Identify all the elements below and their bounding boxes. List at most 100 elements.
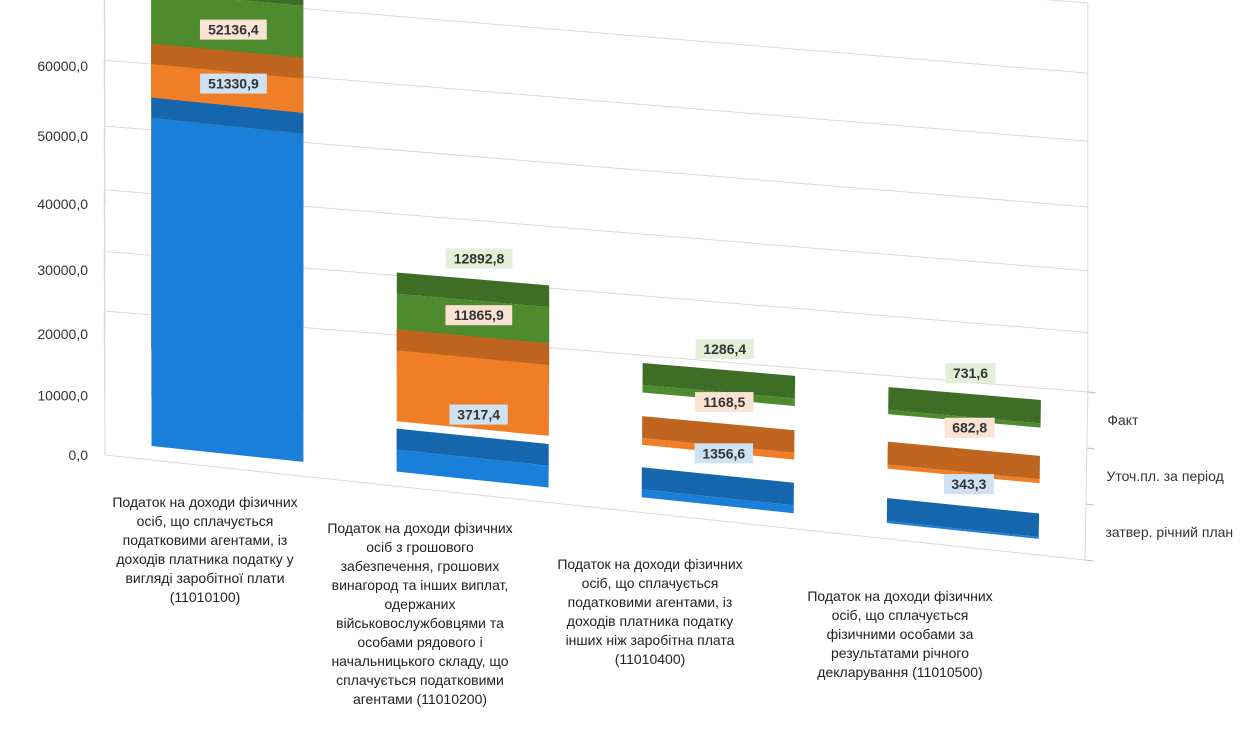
category-label-line: Податок на доходи фізичних xyxy=(112,494,298,510)
bar-top xyxy=(642,416,795,453)
bar-front xyxy=(396,350,549,436)
bar-затвер. річний план-2 xyxy=(641,467,794,514)
category-label-line: винагород та інших виплат, xyxy=(331,577,509,593)
category-label-line: Податок на доходи фізичних xyxy=(557,556,743,572)
data-label: 3717,4 xyxy=(449,404,508,425)
data-label-bg xyxy=(944,417,995,438)
category-label-line: військовослужбовцями та xyxy=(336,615,504,631)
bar-top xyxy=(887,441,1040,480)
bar-top xyxy=(151,97,304,134)
y-tick-label: 20000,0 xyxy=(37,326,88,342)
bar-top xyxy=(396,428,549,466)
category-label-line: інших ніж заробітна плата xyxy=(565,632,735,648)
data-label-text: 51330,9 xyxy=(208,76,259,92)
bar-top xyxy=(396,329,549,365)
category-label-line: осіб, що сплачується xyxy=(831,607,969,623)
category-label-line: Податок на доходи фізичних xyxy=(327,520,513,536)
bar-top xyxy=(642,363,796,399)
category-label-line: результатами річного xyxy=(831,645,969,661)
category-label-line: доходів платника податку у xyxy=(116,551,294,567)
category-label-line: (11010400) xyxy=(614,651,686,667)
bar-front xyxy=(396,449,549,488)
floor-right-edge xyxy=(1084,391,1089,561)
bar-top xyxy=(236,0,304,6)
data-label-text: 52136,4 xyxy=(208,22,259,38)
bar-Уточ.пл. за період-3 xyxy=(887,441,1040,484)
category-label-line: Податок на доходи фізичних xyxy=(807,588,993,604)
data-label-text: 731,6 xyxy=(953,365,988,381)
bar-top xyxy=(886,498,1040,537)
data-label-text: 1168,5 xyxy=(703,394,745,410)
category-label-line: податковими агентами, із xyxy=(122,532,288,548)
data-label: 12892,8 xyxy=(445,248,513,269)
data-label-bg xyxy=(445,305,513,326)
series-name: Уточ.пл. за період xyxy=(1106,468,1223,484)
series-axis-labels: затвер. річний план Уточ.пл. за період Фак… xyxy=(1105,412,1233,540)
category-label-line: декларування (11010500) xyxy=(817,664,983,680)
depth-tick xyxy=(1084,559,1094,562)
data-label: 1168,5 xyxy=(695,392,754,413)
bar-top xyxy=(888,387,1041,424)
gridline-side xyxy=(104,0,106,67)
data-label-bg xyxy=(200,73,267,94)
category-label-line: вигляді заробітної плати xyxy=(125,570,285,586)
floor-front-edge xyxy=(104,454,1086,561)
category-label-line: забезпечення, грошових xyxy=(340,558,500,574)
category-label-line: фізичними особами за xyxy=(826,626,974,642)
data-label-bg xyxy=(695,392,754,413)
category-label-line: (11010100) xyxy=(169,589,241,605)
bar-Уточ.пл. за період-1 xyxy=(396,329,549,436)
data-label: 1286,4 xyxy=(695,338,754,359)
bars xyxy=(151,0,1041,539)
data-label-text: 11865,9 xyxy=(454,307,504,323)
bar-затвер. річний план-1 xyxy=(396,428,549,488)
bar-front xyxy=(886,521,1039,539)
data-label-text: 1356,6 xyxy=(702,445,745,461)
data-label-text: 682,8 xyxy=(952,420,987,436)
data-label-bg xyxy=(943,474,994,495)
bar-front xyxy=(887,464,1040,484)
data-labels: 55441,612892,81286,4731,652136,411865,91… xyxy=(199,19,996,495)
data-label-text: 12892,8 xyxy=(454,251,505,267)
bar-top xyxy=(641,467,794,506)
series-name: затвер. річний план xyxy=(1105,524,1233,540)
bar-затвер. річний план-3 xyxy=(886,498,1040,539)
data-label: 11865,9 xyxy=(445,305,513,326)
category-label-line: одержаних xyxy=(384,596,456,612)
category-label-line: податковими агентами, із xyxy=(567,594,733,610)
y-tick-label: 40000,0 xyxy=(37,196,88,212)
data-label-bg xyxy=(445,248,513,269)
category-label: Податок на доходи фізичних осіб з грошово… xyxy=(305,519,535,709)
category-label-line: особами рядового і xyxy=(357,634,483,650)
bar-top xyxy=(151,43,304,79)
category-label-line: начальницького складу, що xyxy=(331,653,509,669)
data-label-bg xyxy=(695,338,754,359)
category-label-line: доходів платника податку xyxy=(566,613,734,629)
y-tick-label: 0,0 xyxy=(69,447,89,463)
data-label: 682,8 xyxy=(944,417,995,438)
category-label-line: агентами (11010200) xyxy=(352,691,488,707)
series-name: Факт xyxy=(1107,412,1139,428)
category-label: Податок на доходи фізичних осіб, що сплач… xyxy=(535,555,765,669)
category-label-line: осіб, що сплачується xyxy=(136,513,274,529)
y-tick-label: 50000,0 xyxy=(37,128,88,144)
category-label: Податок на доходи фізичних осіб, що сплач… xyxy=(90,493,320,607)
depth-tick xyxy=(1087,391,1096,394)
category-label-line: осіб з грошового xyxy=(366,539,474,555)
bar-front xyxy=(151,117,304,462)
bar-top xyxy=(396,272,550,308)
category-label-line: осіб, що сплачується xyxy=(581,575,719,591)
bar-front xyxy=(641,489,794,514)
data-label-text: 1286,4 xyxy=(703,341,746,357)
data-label: 1356,6 xyxy=(694,443,753,464)
data-label-bg xyxy=(449,404,508,425)
data-label: 51330,9 xyxy=(200,73,267,94)
data-label-bg xyxy=(945,363,996,384)
category-label-line: сплачується податковими xyxy=(336,672,504,688)
data-label-text: 3717,4 xyxy=(457,407,500,423)
y-tick-label: 10000,0 xyxy=(37,387,88,403)
data-label: 343,3 xyxy=(943,474,994,495)
bar-затвер. річний план-0 xyxy=(151,97,304,462)
y-tick-label: 60000,0 xyxy=(37,58,88,74)
